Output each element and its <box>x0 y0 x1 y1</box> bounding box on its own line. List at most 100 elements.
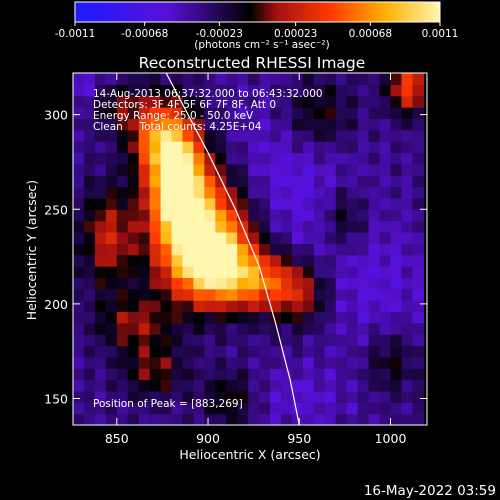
heatmap-cell <box>390 334 403 347</box>
heatmap-cell <box>215 413 227 425</box>
heatmap-cell <box>281 152 293 165</box>
heatmap-cell <box>412 254 424 267</box>
heatmap-cell <box>346 254 359 267</box>
heatmap-cell <box>116 95 129 108</box>
heatmap-cell <box>401 334 414 347</box>
heatmap-cell <box>259 390 271 403</box>
heatmap-cell <box>313 231 326 244</box>
heatmap-cell <box>138 379 151 392</box>
heatmap-cell <box>291 152 304 165</box>
heatmap-cell <box>94 73 107 85</box>
heatmap-cell <box>335 186 348 199</box>
heatmap-cell <box>324 390 337 403</box>
heatmap-cell <box>94 379 107 392</box>
heatmap-cell <box>270 163 282 176</box>
heatmap-cell <box>105 163 118 176</box>
heatmap-cell <box>237 402 249 415</box>
heatmap-cell <box>105 379 118 392</box>
heatmap-cell <box>226 84 238 97</box>
heatmap-cell <box>105 220 118 233</box>
heatmap-cell <box>226 356 238 369</box>
heatmap-cell <box>204 209 216 222</box>
heatmap-cell <box>116 163 129 176</box>
heatmap-cell <box>182 413 195 425</box>
heatmap-cell <box>259 118 271 131</box>
heatmap-cell <box>291 266 304 278</box>
heatmap-cell <box>226 345 238 358</box>
heatmap-cell <box>248 197 260 210</box>
heatmap-cell <box>94 266 107 278</box>
heatmap-cell <box>94 413 107 425</box>
heatmap-cell <box>204 322 216 335</box>
heatmap-cell <box>237 322 249 335</box>
heatmap-cell <box>281 379 293 392</box>
heatmap-cell <box>259 107 271 120</box>
heatmap-cell <box>182 402 195 415</box>
heatmap-cell <box>149 277 162 290</box>
heatmap-cell <box>171 266 184 278</box>
heatmap-cell <box>171 186 184 199</box>
heatmap-cell <box>127 300 140 313</box>
heatmap-cell <box>182 95 195 108</box>
heatmap-cell <box>193 368 205 381</box>
heatmap-cell <box>204 254 216 267</box>
heatmap-cell <box>116 402 129 415</box>
heatmap-cell <box>94 402 107 415</box>
heatmap-cell <box>83 209 96 222</box>
heatmap-cell <box>302 129 315 142</box>
heatmap-cell <box>83 243 96 256</box>
heatmap-cell <box>138 118 151 131</box>
heatmap-cell <box>73 186 85 199</box>
heatmap-cell <box>138 186 151 199</box>
heatmap-cell <box>127 356 140 369</box>
heatmap-cell <box>270 413 282 425</box>
heatmap-cell <box>226 152 238 165</box>
heatmap-cell <box>193 356 205 369</box>
heatmap-cell <box>346 186 359 199</box>
heatmap-cell <box>248 266 260 278</box>
heatmap-cell <box>182 175 195 188</box>
heatmap-cell <box>302 390 315 403</box>
heatmap-cell <box>94 300 107 313</box>
heatmap-cell <box>302 356 315 369</box>
heatmap-cell <box>94 390 107 403</box>
heatmap-cell <box>324 356 337 369</box>
heatmap-cell <box>281 300 293 313</box>
heatmap-cell <box>182 345 195 358</box>
heatmap-cell <box>259 345 271 358</box>
heatmap-cell <box>116 243 129 256</box>
heatmap-cell <box>116 220 129 233</box>
heatmap-cell <box>270 379 282 392</box>
heatmap-cell <box>313 220 326 233</box>
heatmap-cell <box>335 311 348 324</box>
heatmap-cell <box>390 356 403 369</box>
heatmap-cell <box>368 254 381 267</box>
heatmap-cell <box>291 141 304 154</box>
heatmap-cell <box>83 95 96 108</box>
heatmap-cell <box>324 118 337 131</box>
heatmap-cell <box>368 379 381 392</box>
heatmap-cell <box>226 129 238 142</box>
heatmap-cell <box>182 73 195 85</box>
heatmap-cell <box>237 334 249 347</box>
heatmap-cell <box>401 322 414 335</box>
heatmap-cell <box>291 73 304 85</box>
heatmap-cell <box>368 356 381 369</box>
heatmap-cell <box>412 379 424 392</box>
heatmap-cell <box>149 118 162 131</box>
heatmap-cell <box>83 390 96 403</box>
heatmap-cell <box>83 84 96 97</box>
heatmap-cell <box>149 220 162 233</box>
footer-timestamp: 16-May-2022 03:59 <box>364 483 496 499</box>
heatmap-cell <box>116 254 129 267</box>
heatmap-cell <box>248 129 260 142</box>
heatmap-cell <box>324 197 337 210</box>
heatmap-cell <box>401 129 414 142</box>
heatmap-cell <box>204 231 216 244</box>
heatmap-cell <box>116 311 129 324</box>
heatmap-cell <box>127 368 140 381</box>
heatmap-cell <box>171 368 184 381</box>
heatmap-cell <box>83 322 96 335</box>
heatmap-cell <box>171 107 184 120</box>
heatmap-cell <box>291 322 304 335</box>
